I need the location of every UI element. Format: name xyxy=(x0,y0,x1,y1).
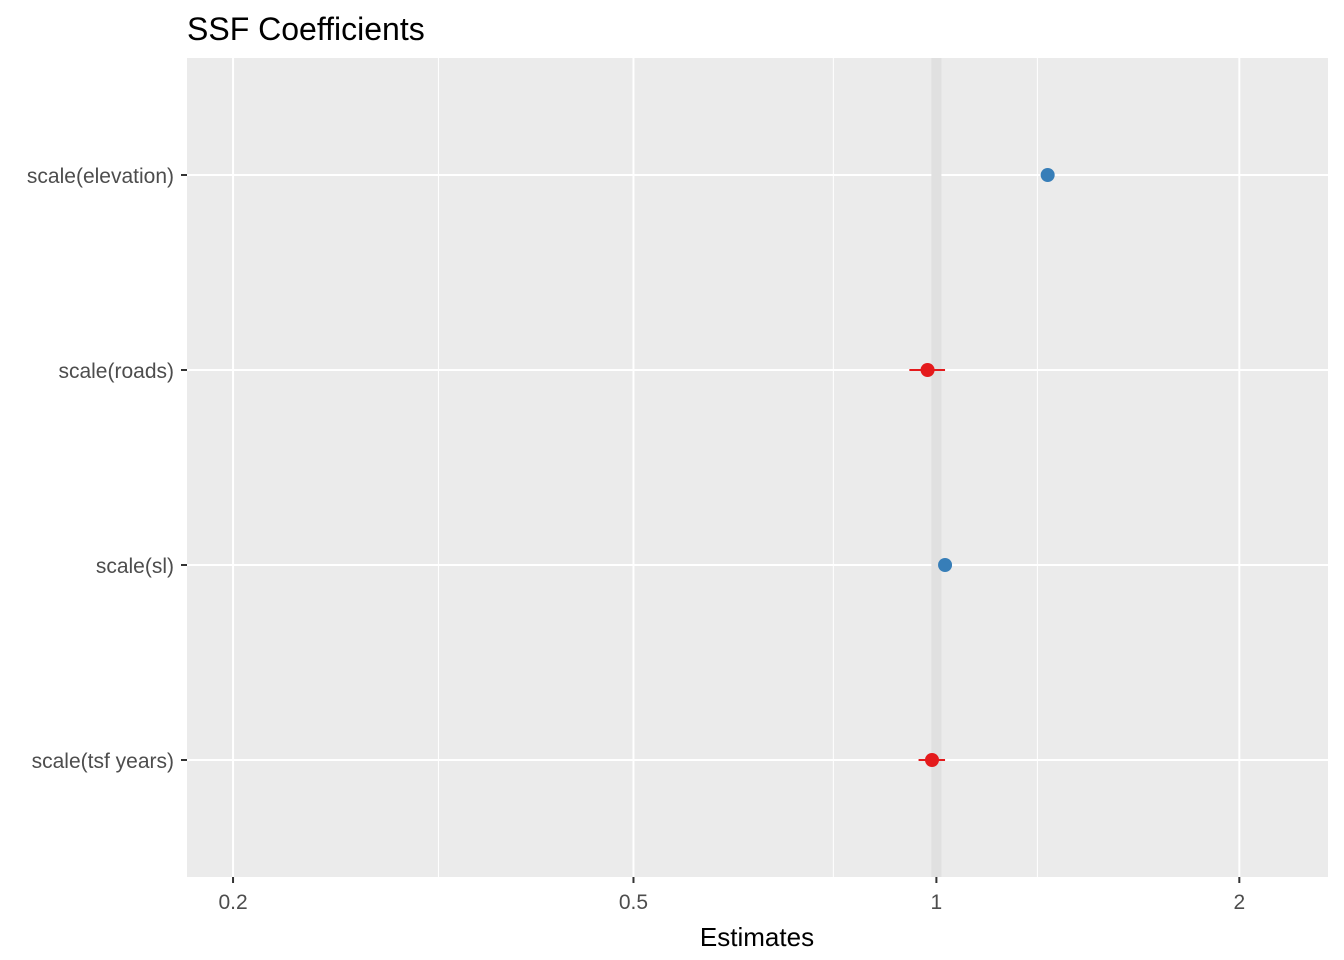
y-tick-label: scale(sl) xyxy=(96,555,174,578)
minor-gridlines xyxy=(437,58,1038,877)
x-axis: 0.2 0.5 1 2 xyxy=(218,877,1245,914)
y-tick-label: scale(elevation) xyxy=(27,165,174,188)
estimate-points xyxy=(920,168,1055,767)
estimate-point xyxy=(1040,168,1055,182)
x-tick-label: 2 xyxy=(1233,891,1245,914)
panel-background xyxy=(187,58,1328,877)
y-tick-label: scale(tsf years) xyxy=(32,750,174,773)
estimate-point xyxy=(938,558,953,572)
chart-title: SSF Coefficients xyxy=(187,11,425,47)
x-tick-label: 0.5 xyxy=(619,891,648,914)
estimate-point xyxy=(920,363,935,377)
reference-line xyxy=(931,58,942,877)
y-tick-label: scale(roads) xyxy=(58,360,174,383)
x-axis-title: Estimates xyxy=(700,922,814,952)
estimate-point xyxy=(925,753,940,767)
y-axis: scale(elevation) scale(roads) scale(sl) sca… xyxy=(27,165,187,773)
x-tick-label: 1 xyxy=(931,891,943,914)
x-tick-label: 0.2 xyxy=(218,891,247,914)
